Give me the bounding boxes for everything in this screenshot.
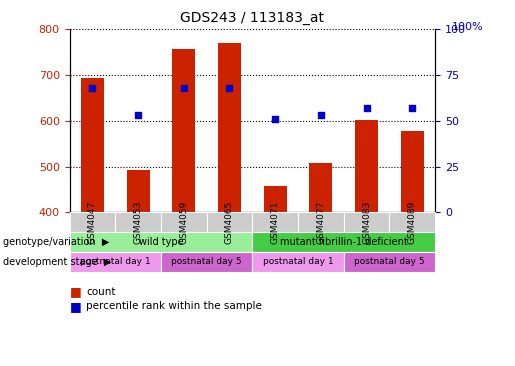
Bar	[218, 42, 241, 212]
Text: count: count	[86, 287, 115, 297]
Bar	[81, 78, 104, 212]
Text: GSM4077: GSM4077	[316, 201, 325, 244]
Text: ■: ■	[70, 285, 81, 298]
Point	[88, 85, 96, 91]
Text: genotype/variation  ▶: genotype/variation ▶	[3, 237, 109, 247]
Point	[363, 105, 371, 111]
Bar	[310, 163, 332, 212]
Point	[408, 105, 417, 111]
Text: GSM4059: GSM4059	[179, 201, 188, 244]
Text: GSM4083: GSM4083	[362, 201, 371, 244]
Text: GSM4071: GSM4071	[271, 201, 280, 244]
Bar	[173, 49, 195, 212]
Text: percentile rank within the sample: percentile rank within the sample	[86, 301, 262, 311]
Title: GDS243 / 113183_at: GDS243 / 113183_at	[180, 11, 324, 26]
Text: postnatal day 1: postnatal day 1	[80, 257, 150, 266]
Text: GSM4047: GSM4047	[88, 201, 97, 244]
Text: GSM4089: GSM4089	[408, 201, 417, 244]
Text: postnatal day 5: postnatal day 5	[354, 257, 425, 266]
Point	[180, 85, 188, 91]
Point	[271, 116, 279, 122]
Bar	[264, 186, 287, 212]
Bar	[355, 120, 378, 212]
Point	[317, 112, 325, 118]
Text: mutant fibrillin-1 deficient: mutant fibrillin-1 deficient	[280, 237, 408, 247]
Point	[226, 85, 234, 91]
Text: GSM4053: GSM4053	[133, 201, 143, 244]
Point	[134, 112, 142, 118]
Text: wild type: wild type	[139, 237, 183, 247]
Text: postnatal day 5: postnatal day 5	[171, 257, 242, 266]
Y-axis label: 100%: 100%	[452, 22, 484, 32]
Text: development stage  ▶: development stage ▶	[3, 257, 111, 267]
Text: ■: ■	[70, 300, 81, 313]
Bar	[401, 131, 424, 212]
Text: GSM4065: GSM4065	[225, 201, 234, 244]
Text: postnatal day 1: postnatal day 1	[263, 257, 333, 266]
Bar	[127, 170, 149, 212]
